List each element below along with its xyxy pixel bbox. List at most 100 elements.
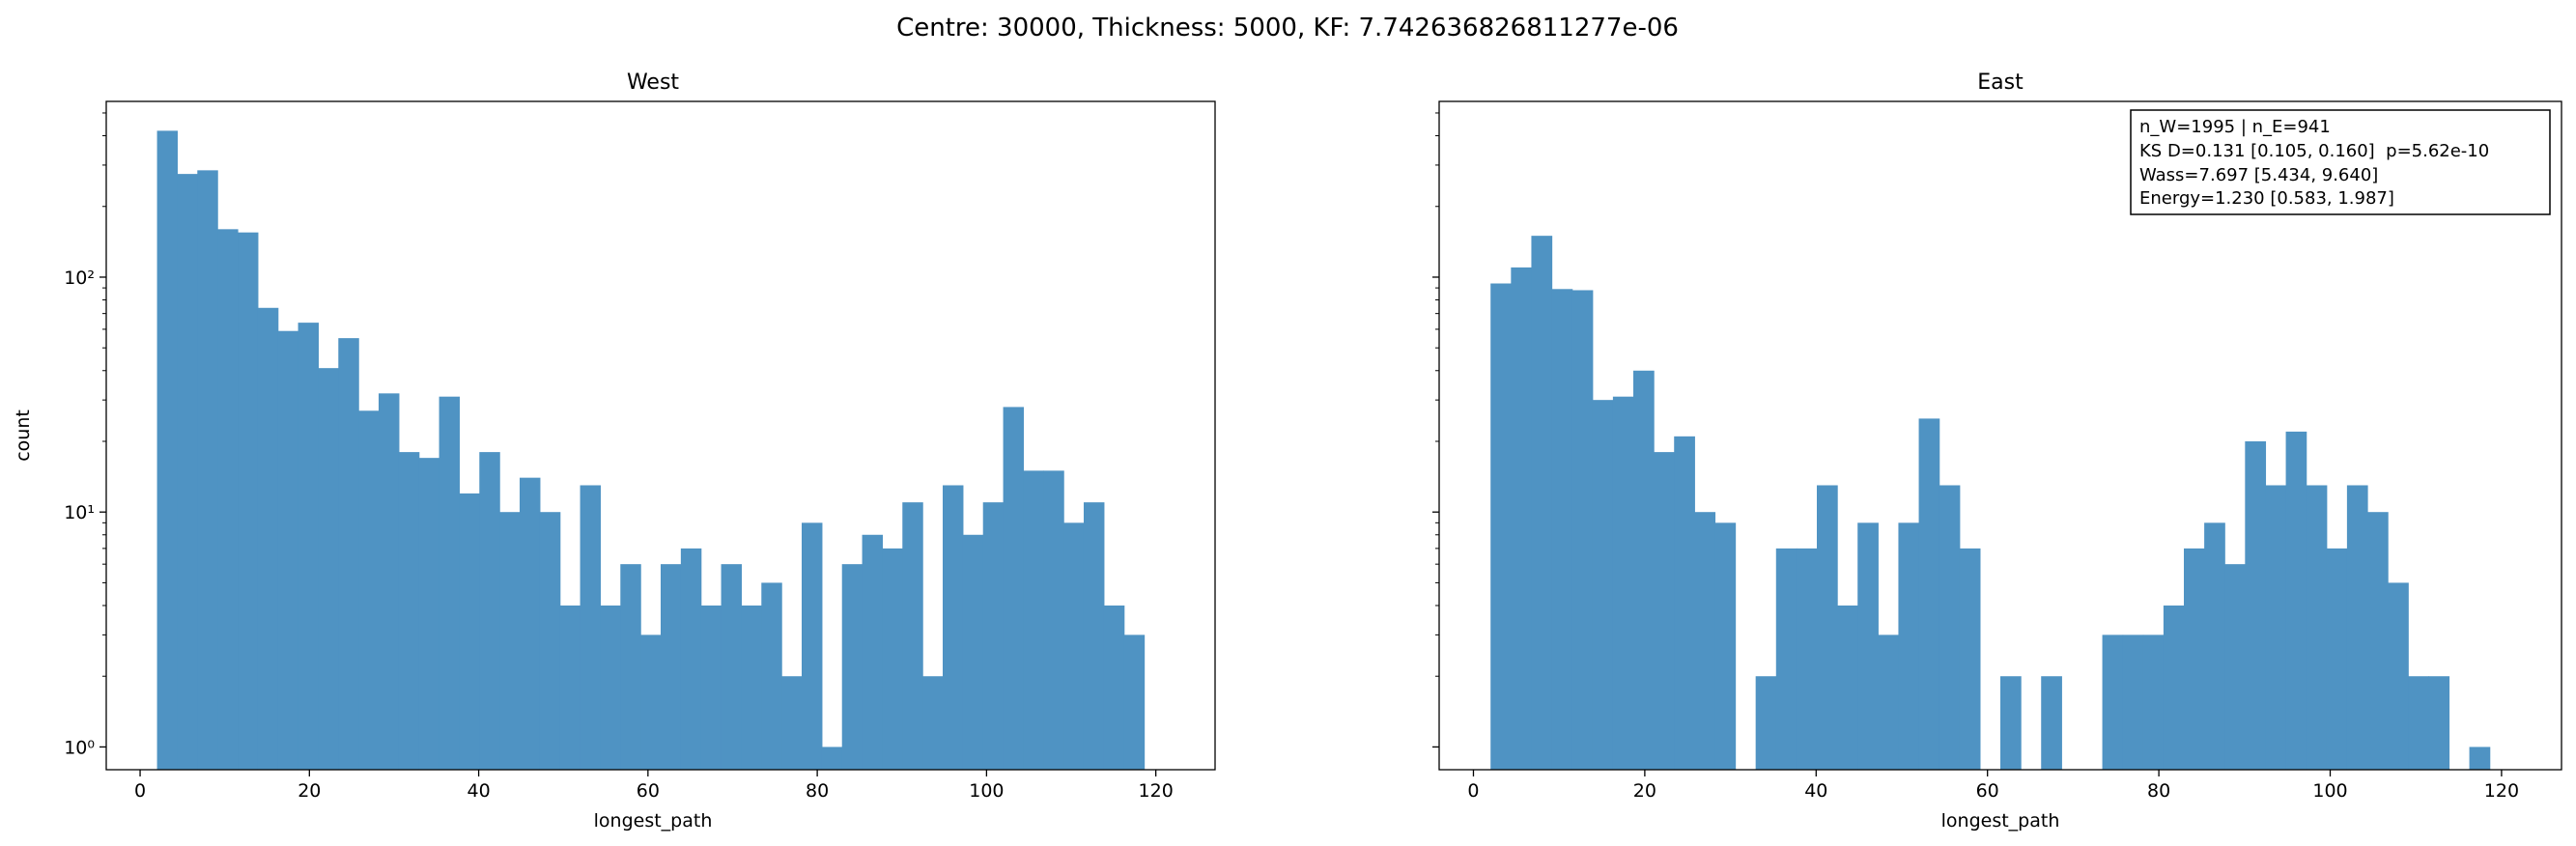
histogram-bar — [2428, 676, 2450, 770]
x-tick-label: 0 — [134, 780, 146, 802]
y-tick-label: 10⁰ — [64, 737, 95, 758]
x-tick-label: 120 — [2484, 780, 2519, 802]
histogram-bar — [338, 338, 359, 770]
histogram-bar — [1531, 236, 1553, 770]
histogram-bar — [2224, 564, 2246, 770]
histogram-bar — [2367, 512, 2389, 770]
histogram-bar — [761, 582, 782, 770]
xlabel-west: longest_path — [594, 810, 713, 832]
histogram-bar — [2346, 485, 2368, 770]
histogram-bar — [2102, 634, 2124, 770]
histogram-bar — [217, 229, 239, 770]
xticks-west: 0 20 40 60 80 100 120 — [134, 770, 1174, 802]
histogram-bar — [2408, 676, 2429, 770]
histogram-bar — [1898, 522, 1920, 770]
histogram-bar — [479, 452, 500, 770]
histogram-bar — [821, 747, 843, 770]
x-tick-label: 120 — [1139, 780, 1174, 802]
histogram-bar — [238, 232, 259, 770]
histogram-bar — [1654, 452, 1675, 770]
histogram-bar — [156, 130, 179, 770]
histogram-bar — [1003, 407, 1025, 770]
histogram-bar — [1633, 370, 1655, 770]
stats-annotation-box: n_W=1995 | n_E=941 KS D=0.131 [0.105, 0.… — [2130, 109, 2551, 215]
histogram-bar — [2245, 440, 2267, 770]
histogram-bar — [802, 522, 823, 770]
histogram-bar — [559, 605, 581, 770]
histogram-bar — [1612, 396, 1634, 770]
histogram-bar — [1714, 522, 1737, 770]
figure-suptitle: Centre: 30000, Thickness: 5000, KF: 7.74… — [896, 14, 1679, 42]
histogram-bar — [2163, 605, 2185, 770]
histogram-bar — [1755, 676, 1777, 770]
histogram-bar — [177, 174, 198, 770]
x-tick-label: 60 — [1976, 780, 1999, 802]
plot-frame-west — [105, 100, 1216, 771]
x-tick-label: 100 — [2312, 780, 2347, 802]
histogram-bar — [1918, 418, 1940, 770]
xlabel-east: longest_path — [1941, 810, 2060, 832]
histogram-bar — [1123, 634, 1146, 770]
histogram-bar — [680, 548, 702, 770]
histogram-bar — [2306, 485, 2328, 770]
histogram-bar — [922, 676, 944, 770]
histogram-bar — [2142, 634, 2165, 770]
histogram-bar — [781, 676, 803, 770]
histogram-bar — [197, 170, 218, 771]
histogram-bar — [962, 534, 984, 770]
histogram-bar — [1571, 290, 1594, 770]
histogram-bar — [439, 396, 461, 770]
histogram-bar — [2184, 548, 2205, 770]
histogram-bar — [1592, 400, 1614, 770]
x-tick-label: 80 — [806, 780, 829, 802]
histogram-bar — [2469, 747, 2491, 770]
histogram-bar — [2285, 431, 2307, 770]
histogram-bar — [862, 534, 884, 770]
histogram-bar — [2204, 522, 2225, 770]
panel-east: East 0 20 40 60 80 100 120 longest_path n_W=19… — [1432, 70, 2562, 832]
x-tick-label: 20 — [297, 780, 321, 802]
histogram-bar — [2000, 676, 2022, 770]
x-tick-label: 40 — [1804, 780, 1827, 802]
bars-east — [1490, 236, 2491, 770]
histogram-bar — [277, 330, 299, 770]
yticks-east — [1432, 112, 1439, 748]
histogram-bar — [580, 485, 602, 770]
histogram-bar — [600, 605, 621, 770]
histogram-bar — [741, 605, 762, 770]
histogram-bar — [1939, 485, 1961, 770]
histogram-bar — [661, 564, 682, 770]
histogram-bar — [459, 493, 480, 770]
x-tick-label: 40 — [467, 780, 490, 802]
stats-line-ks: KS D=0.131 [0.105, 0.160] p=5.62e-10 — [2139, 141, 2489, 161]
histogram-bar — [1083, 502, 1105, 770]
histogram-bar — [1551, 289, 1573, 770]
histogram-bar — [2388, 582, 2409, 770]
yticks-west: 10⁰ 10¹ 10² — [64, 112, 106, 758]
histogram-bar — [1796, 548, 1818, 770]
histogram-bar — [1511, 267, 1533, 770]
histogram-bar — [379, 393, 400, 770]
panel-title-east: East — [1977, 70, 2024, 95]
histogram-bar — [1043, 470, 1064, 770]
histogram-bar — [1837, 605, 1858, 770]
stats-annotation-frame — [2130, 109, 2551, 215]
histogram-bar — [398, 452, 420, 770]
histogram-bar — [902, 502, 923, 770]
x-tick-label: 0 — [1467, 780, 1479, 802]
histogram-bar — [1674, 436, 1695, 770]
panel-west: West 0 20 40 60 80 100 120 10⁰ 10¹ 10² longest_p… — [13, 70, 1216, 832]
histogram-bar — [1063, 522, 1085, 770]
stats-line-wass: Wass=7.697 [5.434, 9.640] — [2139, 165, 2378, 185]
histogram-bar — [2265, 485, 2287, 770]
x-tick-label: 100 — [969, 780, 1004, 802]
histogram-bar — [982, 502, 1005, 770]
histogram-bar — [2122, 634, 2144, 770]
histogram-bar — [499, 512, 521, 770]
histogram-bar — [2326, 548, 2348, 770]
histogram-bar — [1023, 470, 1044, 770]
histogram-bar — [1959, 548, 1981, 770]
histogram-bar — [943, 485, 964, 770]
stats-line-counts: n_W=1995 | n_E=941 — [2139, 117, 2331, 137]
